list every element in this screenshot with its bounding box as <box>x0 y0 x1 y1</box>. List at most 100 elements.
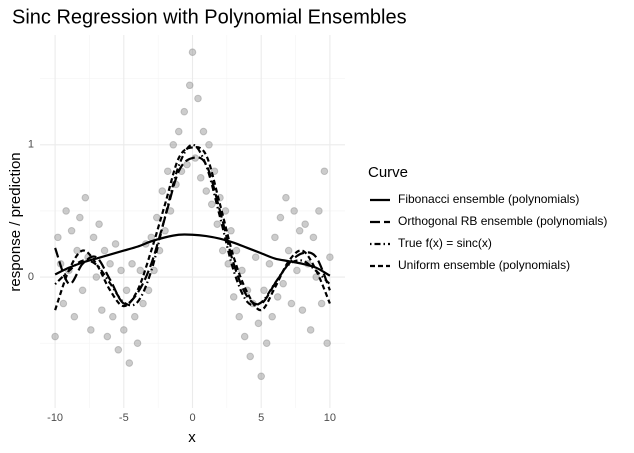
data-point <box>293 266 301 275</box>
data-point <box>227 226 235 235</box>
data-point <box>161 226 169 235</box>
x-axis-title: x <box>188 429 196 446</box>
data-point <box>73 246 81 255</box>
data-point <box>139 299 147 308</box>
data-point <box>276 213 285 222</box>
data-point <box>111 240 120 248</box>
data-point <box>95 220 103 228</box>
legend-title: Curve <box>368 164 408 181</box>
data-point <box>59 299 68 308</box>
curve <box>54 233 331 277</box>
data-point <box>279 279 287 288</box>
y-tick-label: 0 <box>28 271 34 283</box>
data-point <box>260 286 268 295</box>
data-point <box>320 167 329 176</box>
data-point <box>54 233 62 242</box>
data-point <box>106 260 114 268</box>
data-point <box>282 193 290 202</box>
data-point <box>221 207 230 215</box>
x-tick-label: -10 <box>47 412 63 424</box>
legend-label: Orthogonal RB ensemble (polynomials) <box>398 214 607 228</box>
y-axis-title: response / prediction <box>7 152 24 291</box>
data-point <box>207 200 216 209</box>
data-point <box>188 48 197 56</box>
data-point <box>109 312 117 321</box>
x-tick-label: -5 <box>119 412 129 424</box>
data-point <box>100 246 109 255</box>
data-point <box>309 233 318 242</box>
data-point <box>213 220 222 228</box>
data-point <box>315 207 323 215</box>
legend-label: Uniform ensemble (polynomials) <box>398 258 570 272</box>
data-point <box>76 213 84 222</box>
data-point <box>254 319 263 328</box>
data-point <box>114 346 123 354</box>
data-point <box>163 167 172 176</box>
data-point <box>240 332 249 341</box>
x-tick-label: 10 <box>324 412 336 424</box>
data-point <box>246 352 255 361</box>
data-point <box>298 306 307 314</box>
data-point <box>51 332 59 341</box>
x-tick-label: 5 <box>258 412 264 424</box>
data-point <box>174 127 183 136</box>
curve <box>54 146 331 312</box>
data-point <box>317 299 326 308</box>
data-point <box>301 220 309 228</box>
data-point <box>125 359 134 367</box>
data-point <box>273 293 282 301</box>
legend-label: Fibonacci ensemble (polynomials) <box>398 192 579 206</box>
data-point <box>287 299 296 308</box>
data-point <box>265 260 274 268</box>
data-point <box>205 140 213 149</box>
data-point <box>152 213 161 222</box>
data-point <box>120 326 128 334</box>
data-point <box>185 81 194 90</box>
data-point <box>117 266 125 275</box>
data-point <box>224 260 233 268</box>
data-point <box>92 273 101 281</box>
data-point <box>130 312 139 321</box>
data-point <box>323 339 331 347</box>
data-point <box>122 286 131 295</box>
data-point <box>290 207 298 215</box>
data-point <box>128 260 136 268</box>
data-point <box>232 246 241 255</box>
data-point <box>62 207 70 215</box>
data-point <box>183 160 191 169</box>
data-point <box>262 339 271 347</box>
data-point <box>133 339 142 347</box>
data-point <box>251 253 260 262</box>
chart-title: Sinc Regression with Polynomial Ensemble… <box>12 6 407 28</box>
x-tick-label: 0 <box>189 412 195 424</box>
data-point <box>67 226 76 235</box>
data-point <box>312 273 320 281</box>
data-point <box>306 326 315 334</box>
data-point <box>87 326 95 334</box>
data-point <box>169 140 178 149</box>
data-point <box>218 246 227 255</box>
data-point <box>89 233 98 242</box>
data-point <box>158 187 167 195</box>
y-tick-label: 1 <box>28 139 34 151</box>
data-point <box>136 266 145 275</box>
data-point <box>235 312 244 321</box>
data-point <box>295 226 304 235</box>
data-point <box>202 187 211 195</box>
data-point <box>199 127 208 136</box>
legend-label: True f(x) = sinc(x) <box>398 236 492 250</box>
data-point <box>103 332 112 341</box>
data-point <box>271 233 279 242</box>
data-point <box>229 293 238 301</box>
data-point <box>326 253 334 262</box>
data-point <box>284 246 293 255</box>
data-point <box>196 174 205 182</box>
data-point <box>98 306 106 314</box>
data-point <box>70 312 79 321</box>
data-point <box>194 94 202 103</box>
data-point <box>238 266 246 275</box>
data-point <box>257 372 265 381</box>
data-point <box>180 107 189 116</box>
data-point <box>268 312 276 321</box>
